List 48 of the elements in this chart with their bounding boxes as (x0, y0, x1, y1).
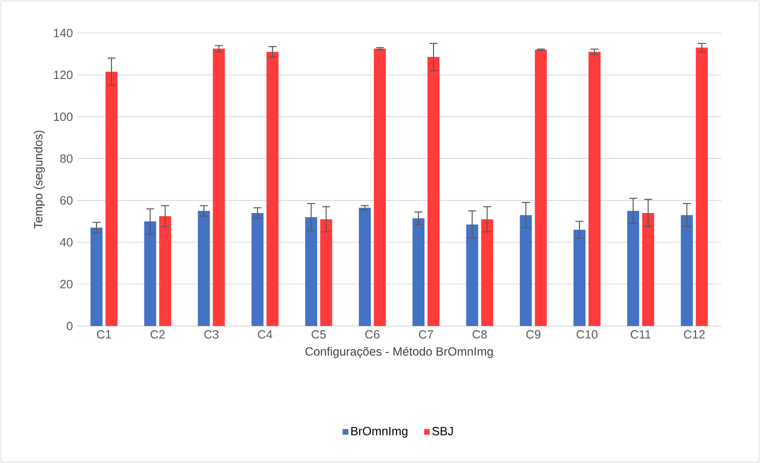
bar (627, 210, 640, 326)
bar (374, 48, 386, 326)
x-tick-label: C3 (204, 330, 218, 339)
x-tick-label: C6 (365, 330, 380, 339)
y-tick-label: 80 (60, 154, 73, 163)
y-tick-label: 60 (60, 196, 73, 205)
bar (198, 210, 210, 326)
x-tick-label: C12 (684, 330, 705, 339)
bar (534, 50, 547, 326)
y-tick-label: 0 (66, 322, 73, 330)
bar (680, 215, 693, 326)
x-tick-label: C8 (472, 330, 487, 339)
bar (305, 217, 318, 326)
x-tick-label: C7 (418, 330, 434, 339)
bar (90, 228, 103, 326)
bar (358, 208, 371, 326)
bar (696, 48, 708, 326)
bar (266, 52, 279, 326)
legend-label: BrOmnImg (351, 426, 408, 438)
y-tick-label: 120 (54, 70, 73, 80)
x-tick-label: C2 (150, 330, 165, 339)
bar (412, 218, 425, 326)
bar (159, 216, 172, 326)
bar (642, 212, 654, 326)
y-tick-label: 100 (54, 112, 73, 121)
x-tick-label: C10 (576, 330, 598, 339)
x-tick-label: C5 (312, 330, 326, 339)
bar (106, 72, 118, 326)
legend-label: SBJ (432, 426, 453, 436)
bar (144, 221, 156, 326)
bar (466, 224, 478, 326)
x-tick-label: C9 (526, 330, 540, 339)
bar (481, 219, 494, 326)
x-tick-label: C4 (258, 330, 272, 339)
bar (212, 48, 225, 326)
x-tick-label: C11 (630, 330, 651, 339)
bar (252, 212, 264, 326)
bar (588, 52, 601, 326)
y-tick-label: 140 (54, 28, 73, 38)
y-tick-label: 20 (60, 280, 73, 288)
bar (428, 57, 440, 326)
x-tick-label: C1 (96, 330, 112, 339)
bar (574, 230, 586, 326)
y-tick-label: 40 (60, 238, 73, 246)
bar (520, 215, 532, 326)
x-axis-title: Configurações - Método BrOmnImg (305, 346, 493, 358)
y-axis-title: Tempo (segundos) (34, 130, 45, 229)
bar (320, 219, 332, 326)
